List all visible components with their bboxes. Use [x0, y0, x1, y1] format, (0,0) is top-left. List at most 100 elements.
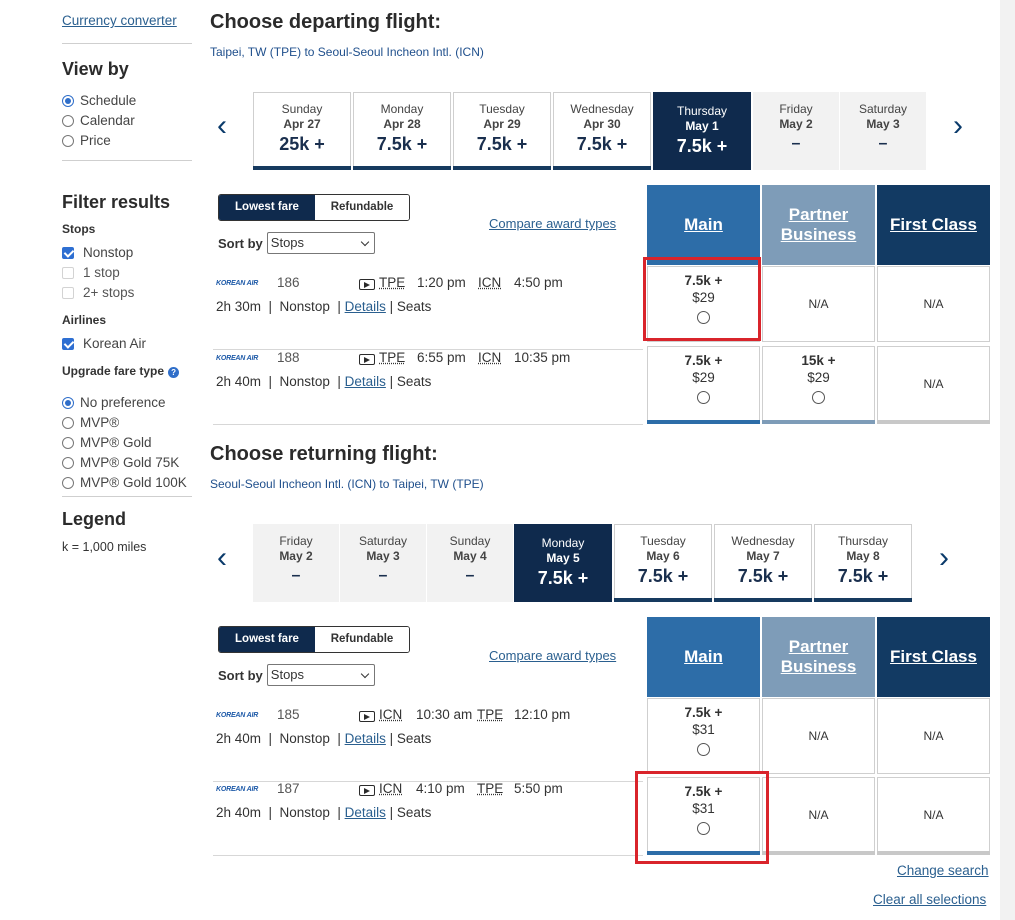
korean-air-logo: KOREAN AIR — [216, 355, 259, 362]
fare-cell-main[interactable]: 7.5k + $31 — [647, 698, 760, 774]
currency-converter-link[interactable]: Currency converter — [62, 13, 177, 28]
date-tab[interactable]: Tuesday Apr 29 7.5k + — [453, 92, 551, 170]
stops-label: Stops — [62, 222, 96, 236]
stops-nonstop-checkbox[interactable]: Nonstop — [62, 245, 133, 260]
fare-radio[interactable] — [812, 391, 825, 404]
view-by-schedule-radio[interactable]: Schedule — [62, 93, 136, 108]
date-tab-selected[interactable]: Thursday May 1 7.5k + — [653, 92, 751, 170]
change-search-link[interactable]: Change search — [897, 863, 989, 878]
date-tab-unavailable[interactable]: Saturday May 3– — [340, 524, 426, 602]
refundable-toggle[interactable]: Refundable — [315, 627, 409, 652]
origin-code[interactable]: TPE — [379, 350, 406, 365]
arrival-time: 5:50 pm — [514, 781, 563, 796]
partner-business-header[interactable]: Partner Business — [762, 185, 875, 265]
first-class-header[interactable]: First Class — [877, 185, 990, 265]
fare-cell-partner: N/A — [762, 266, 875, 342]
radio-icon — [62, 416, 74, 429]
stops-2plus-checkbox[interactable]: 2+ stops — [62, 285, 134, 300]
airline-korean-air-checkbox[interactable]: Korean Air — [62, 336, 146, 351]
prev-dates-arrow-icon[interactable]: ‹ — [217, 541, 227, 574]
fare-cell-first: N/A — [877, 777, 990, 855]
view-by-calendar-radio[interactable]: Calendar — [62, 113, 135, 128]
upgrade-mvp-gold-75k-radio[interactable]: MVP® Gold 75K — [62, 455, 179, 470]
date-tab[interactable]: Wednesday Apr 30 7.5k + — [553, 92, 651, 170]
fare-cell-main[interactable]: 7.5k + $29 — [647, 346, 760, 424]
details-link[interactable]: Details — [344, 805, 386, 820]
sort-select[interactable]: Stops — [266, 232, 375, 254]
highlight-box — [635, 771, 769, 864]
seats-link[interactable]: Seats — [396, 731, 432, 746]
clear-all-selections-link[interactable]: Clear all selections — [873, 892, 987, 907]
fare-cell-first: N/A — [877, 266, 990, 342]
checkbox-icon — [62, 266, 74, 279]
video-play-icon — [359, 785, 375, 796]
details-link[interactable]: Details — [344, 731, 386, 746]
prev-dates-arrow-icon[interactable]: ‹ — [217, 109, 227, 142]
date-tab[interactable]: Sunday Apr 27 25k + — [253, 92, 351, 170]
destination-code[interactable]: ICN — [478, 350, 502, 365]
fare-cell-partner[interactable]: 15k + $29 — [762, 346, 875, 424]
help-icon[interactable]: ? — [168, 367, 180, 378]
upgrade-mvp-gold-radio[interactable]: MVP® Gold — [62, 435, 151, 450]
fare-radio[interactable] — [697, 311, 710, 324]
divider — [62, 43, 192, 44]
fare-cell-first: N/A — [877, 346, 990, 424]
highlight-box — [643, 257, 761, 341]
partner-business-header[interactable]: Partner Business — [762, 617, 875, 697]
cell-underline — [877, 851, 990, 855]
destination-code[interactable]: ICN — [478, 275, 502, 290]
date-tab[interactable]: Wednesday May 7 7.5k + — [714, 524, 812, 602]
fare-radio[interactable] — [697, 743, 710, 756]
next-dates-arrow-icon[interactable]: › — [939, 541, 949, 574]
korean-air-logo: KOREAN AIR — [216, 712, 259, 719]
details-link[interactable]: Details — [344, 374, 386, 389]
stops-1-stop-checkbox[interactable]: 1 stop — [62, 265, 120, 280]
flight-number: 188 — [277, 350, 300, 365]
seats-link[interactable]: Seats — [396, 299, 432, 314]
origin-code[interactable]: TPE — [379, 275, 406, 290]
sort-select[interactable]: Stops — [266, 664, 375, 686]
date-tab-unavailable[interactable]: Friday May 2– — [753, 92, 839, 170]
korean-air-logo: KOREAN AIR — [216, 280, 259, 287]
upgrade-mvp-gold-100k-radio[interactable]: MVP® Gold 100K — [62, 475, 187, 490]
compare-award-types-link[interactable]: Compare award types — [489, 216, 617, 231]
next-dates-arrow-icon[interactable]: › — [953, 109, 963, 142]
cell-underline — [762, 851, 875, 855]
date-tab-selected[interactable]: Monday May 5 7.5k + — [514, 524, 612, 602]
first-class-header[interactable]: First Class — [877, 617, 990, 697]
details-link[interactable]: Details — [344, 299, 386, 314]
main-cabin-header[interactable]: Main — [647, 617, 760, 697]
flight-number: 185 — [277, 707, 300, 722]
page-scrollbar[interactable] — [1000, 0, 1015, 920]
destination-code[interactable]: TPE — [477, 707, 504, 722]
fare-radio[interactable] — [697, 822, 710, 835]
date-tab[interactable]: Tuesday May 6 7.5k + — [614, 524, 712, 602]
compare-award-types-link[interactable]: Compare award types — [489, 648, 617, 663]
fare-cell-main[interactable]: 7.5k + $29 — [647, 266, 760, 342]
seats-link[interactable]: Seats — [396, 805, 432, 820]
origin-code[interactable]: ICN — [379, 781, 403, 796]
fare-radio[interactable] — [697, 391, 710, 404]
radio-icon — [62, 134, 74, 147]
date-tab[interactable]: Monday Apr 28 7.5k + — [353, 92, 451, 170]
checkbox-checked-icon — [62, 246, 74, 259]
view-by-price-radio[interactable]: Price — [62, 133, 111, 148]
date-tab-unavailable[interactable]: Sunday May 4– — [427, 524, 513, 602]
cell-underline — [647, 851, 760, 855]
origin-code[interactable]: ICN — [379, 707, 403, 722]
refundable-toggle[interactable]: Refundable — [315, 195, 409, 220]
date-tab-unavailable[interactable]: Saturday May 3– — [840, 92, 926, 170]
destination-code[interactable]: TPE — [477, 781, 504, 796]
seats-link[interactable]: Seats — [396, 374, 432, 389]
main-cabin-header[interactable]: Main — [647, 185, 760, 265]
filter-results-heading: Filter results — [62, 192, 171, 212]
date-tab[interactable]: Thursday May 8 7.5k + — [814, 524, 912, 602]
divider — [213, 424, 643, 425]
lowest-fare-toggle[interactable]: Lowest fare — [219, 195, 315, 220]
upgrade-no-preference-radio[interactable]: No preference — [62, 395, 166, 410]
radio-selected-icon — [62, 94, 74, 107]
fare-cell-main[interactable]: 7.5k + $31 — [647, 777, 760, 855]
lowest-fare-toggle[interactable]: Lowest fare — [219, 627, 315, 652]
upgrade-mvp-radio[interactable]: MVP® — [62, 415, 119, 430]
date-tab-unavailable[interactable]: Friday May 2– — [253, 524, 339, 602]
